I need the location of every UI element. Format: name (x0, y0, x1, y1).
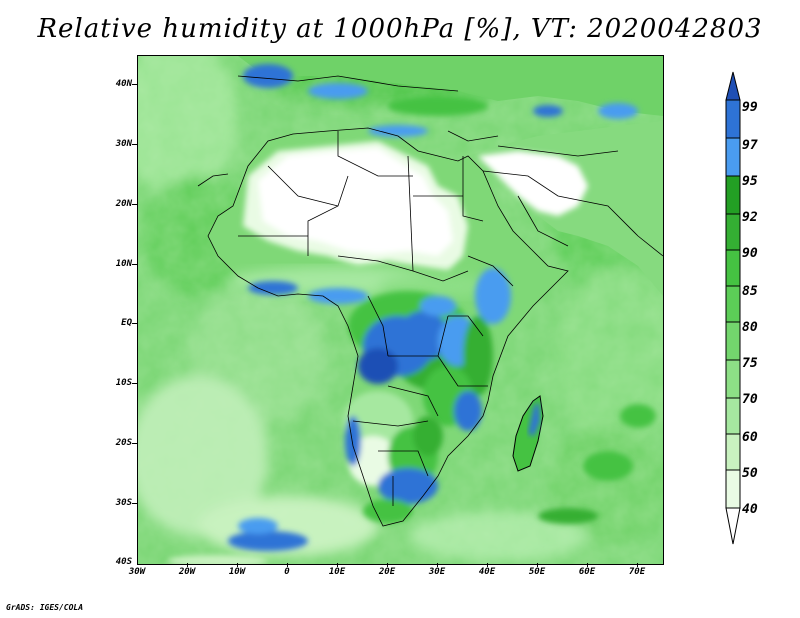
lon-label-0: 0 (284, 567, 290, 577)
map-title: Relative humidity at 1000hPa [%], VT: 20… (37, 14, 763, 44)
lat-tick (132, 264, 137, 265)
colorbar-box (725, 285, 741, 323)
lon-tick (487, 563, 488, 567)
colorbar-label-70: 70 (742, 392, 758, 407)
lon-tick (187, 563, 188, 567)
lat-label-eq: EQ (121, 318, 132, 328)
lat-tick (132, 144, 137, 145)
lat-tick (132, 443, 137, 444)
lat-label-40s: 40S (115, 557, 132, 567)
lon-tick (637, 563, 638, 567)
lat-tick (132, 323, 137, 324)
colorbar-box (725, 397, 741, 435)
colorbar-top-arrow (725, 71, 741, 101)
lon-label-60e: 60E (578, 567, 596, 577)
colorbar-box (725, 359, 741, 399)
colorbar-box (725, 249, 741, 287)
lon-label-20w: 20W (178, 567, 196, 577)
colorbar-label-40: 40 (742, 502, 758, 517)
madagascar-humid (528, 402, 540, 436)
lon-tick (437, 563, 438, 567)
lon-tick (287, 563, 288, 567)
colorbar-label-85: 85 (742, 284, 758, 299)
humidity-map-canvas (138, 56, 663, 564)
lat-label-40n: 40N (115, 79, 132, 89)
humidity-map (137, 55, 664, 565)
colorbar-box (725, 321, 741, 361)
lat-label-30n: 30N (115, 139, 132, 149)
colorbar-box (725, 175, 741, 215)
lon-label-50e: 50E (528, 567, 546, 577)
lat-label-10n: 10N (115, 259, 132, 269)
lon-label-30e: 30E (428, 567, 446, 577)
lat-label-30s: 30S (115, 498, 132, 508)
colorbar-label-90: 90 (742, 246, 758, 261)
lat-tick (132, 84, 137, 85)
europe-landmass (238, 56, 663, 116)
colorbar-box (725, 469, 741, 509)
lon-tick (387, 563, 388, 567)
grads-credit: GrADS: IGES/COLA (6, 603, 84, 612)
colorbar-box (725, 213, 741, 251)
colorbar-label-75: 75 (742, 356, 758, 371)
lon-tick (237, 563, 238, 567)
lat-label-20s: 20S (115, 438, 132, 448)
lat-tick (132, 383, 137, 384)
colorbar-box (725, 433, 741, 471)
lat-tick (132, 204, 137, 205)
lat-label-10s: 10S (115, 378, 132, 388)
country-borders (197, 75, 663, 527)
colorbar-label-97: 97 (742, 138, 758, 153)
lon-label-40e: 40E (478, 567, 496, 577)
lon-label-10w: 10W (228, 567, 246, 577)
lat-label-20n: 20N (115, 199, 132, 209)
lon-label-30w: 30W (128, 567, 146, 577)
lon-tick (587, 563, 588, 567)
colorbar-bottom-arrow (725, 507, 741, 545)
colorbar-label-60: 60 (742, 430, 758, 445)
colorbar-label-50: 50 (742, 466, 758, 481)
colorbar-label-95: 95 (742, 174, 758, 189)
lon-tick (337, 563, 338, 567)
south-atlantic-humid-patch (168, 518, 308, 564)
indian-ocean-humidity (538, 404, 656, 524)
mediterranean-humidity (243, 64, 638, 137)
lon-label-70e: 70E (628, 567, 646, 577)
colorbar-label-80: 80 (742, 320, 758, 335)
colorbar-label-92: 92 (742, 210, 758, 225)
lon-label-10e: 10E (328, 567, 346, 577)
colorbar (725, 71, 741, 545)
colorbar-label-99: 99 (742, 100, 758, 115)
lat-tick (132, 503, 137, 504)
colorbar-box (725, 99, 741, 139)
lon-label-20e: 20E (378, 567, 396, 577)
colorbar-box (725, 137, 741, 177)
lon-tick (537, 563, 538, 567)
